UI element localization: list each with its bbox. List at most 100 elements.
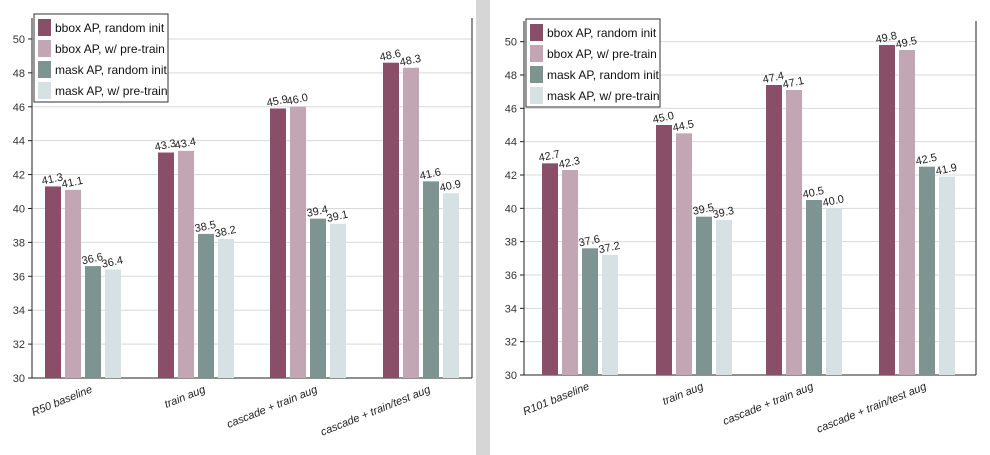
legend-swatch bbox=[38, 82, 51, 99]
legend-label: mask AP, w/ pre-train bbox=[547, 89, 660, 103]
y-tick-label: 38 bbox=[13, 237, 25, 249]
bar bbox=[542, 163, 558, 375]
legend-label: bbox AP, random init bbox=[547, 26, 657, 40]
bar-value-label: 36.4 bbox=[101, 254, 124, 270]
bar bbox=[786, 90, 802, 375]
bar-value-label: 48.6 bbox=[379, 48, 402, 64]
bar-value-label: 41.3 bbox=[41, 171, 64, 187]
bar bbox=[582, 248, 598, 375]
bar-value-label: 41.9 bbox=[935, 162, 958, 178]
y-tick-label: 50 bbox=[13, 34, 25, 46]
bar-value-label: 45.0 bbox=[652, 110, 675, 126]
legend-swatch bbox=[530, 24, 543, 41]
legend-swatch bbox=[530, 66, 543, 83]
bar-value-label: 36.6 bbox=[81, 251, 104, 267]
legend-box bbox=[33, 13, 169, 103]
bar bbox=[919, 166, 935, 375]
bar bbox=[879, 45, 895, 375]
bar-chart-r50: 30 32 34 36 38 40 42 44 46 48 50 41.341.1 36.636.4 R5… bbox=[13, 13, 473, 439]
panel-divider bbox=[476, 0, 490, 455]
bar-value-label: 40.5 bbox=[802, 185, 825, 201]
bar-value-label: 40.9 bbox=[439, 178, 462, 194]
legend: bbox AP, random init bbox AP, w/ pre-trai… bbox=[525, 18, 661, 108]
y-tick-label: 44 bbox=[505, 137, 517, 149]
bar-value-label: 48.3 bbox=[399, 53, 422, 69]
bar-value-label: 47.4 bbox=[762, 70, 785, 86]
bar-value-label: 49.5 bbox=[895, 35, 918, 51]
category-label: R101 baseline bbox=[521, 381, 591, 418]
y-tick-label: 34 bbox=[13, 305, 25, 317]
y-tick-label: 30 bbox=[505, 370, 517, 382]
category-label: cascade + train/test aug bbox=[815, 380, 929, 435]
bar bbox=[656, 125, 672, 375]
bar bbox=[178, 150, 194, 378]
y-tick-label: 42 bbox=[505, 170, 517, 182]
bar bbox=[423, 181, 439, 378]
y-tick-label: 42 bbox=[13, 170, 25, 182]
bar-chart-r101: 30 32 34 36 38 40 42 44 46 48 50 42.742.3 37.637.2 R1… bbox=[505, 18, 977, 436]
bar bbox=[602, 255, 618, 375]
bar bbox=[443, 193, 459, 378]
bar bbox=[826, 208, 842, 375]
y-tick-label: 40 bbox=[13, 203, 25, 215]
bar-value-label: 39.5 bbox=[692, 202, 715, 218]
legend-swatch bbox=[38, 19, 51, 36]
bar bbox=[85, 266, 101, 378]
bar-value-label: 47.1 bbox=[782, 75, 805, 91]
bar bbox=[158, 152, 174, 378]
bar-value-label: 38.2 bbox=[214, 224, 237, 240]
y-tick-label: 40 bbox=[505, 203, 517, 215]
bar-value-label: 43.3 bbox=[154, 138, 177, 154]
bar-value-label: 37.2 bbox=[598, 240, 621, 256]
bar bbox=[716, 220, 732, 375]
legend-label: mask AP, random init bbox=[547, 68, 659, 82]
bar-value-label: 44.5 bbox=[672, 118, 695, 134]
bar bbox=[939, 176, 955, 375]
bar-value-label: 42.7 bbox=[538, 148, 561, 164]
bar bbox=[676, 133, 692, 375]
bar bbox=[403, 67, 419, 379]
bar-value-label: 39.4 bbox=[306, 204, 329, 220]
bar-value-label: 41.1 bbox=[61, 175, 84, 191]
legend-label: bbox AP, random init bbox=[55, 21, 165, 35]
bar-value-label: 39.3 bbox=[712, 205, 735, 221]
bar bbox=[806, 200, 822, 375]
y-tick-label: 32 bbox=[13, 339, 25, 351]
y-tick-label: 34 bbox=[505, 303, 517, 315]
bar-value-label: 42.3 bbox=[558, 155, 581, 171]
bar bbox=[198, 233, 214, 378]
category-label: cascade + train aug bbox=[225, 383, 320, 431]
bar-value-label: 45.9 bbox=[266, 93, 289, 109]
y-tick-label: 46 bbox=[13, 102, 25, 114]
y-tick-label: 44 bbox=[13, 136, 25, 148]
bar-value-label: 41.6 bbox=[419, 166, 442, 182]
bar bbox=[45, 186, 61, 378]
legend-swatch bbox=[38, 61, 51, 78]
bar bbox=[105, 269, 121, 378]
bar-value-label: 37.6 bbox=[578, 233, 601, 249]
bar bbox=[270, 108, 286, 378]
bar bbox=[218, 238, 234, 378]
y-tick-label: 48 bbox=[13, 68, 25, 80]
legend-swatch bbox=[530, 87, 543, 104]
category-label: cascade + train/test aug bbox=[319, 383, 433, 438]
bar-value-label: 43.4 bbox=[174, 136, 197, 152]
bar-value-label: 39.1 bbox=[326, 209, 349, 225]
category-label: train aug bbox=[661, 380, 706, 407]
legend-label: bbox AP, w/ pre-train bbox=[55, 42, 165, 56]
bar bbox=[290, 106, 306, 378]
bar-value-label: 40.0 bbox=[822, 193, 845, 209]
bar-value-label: 38.5 bbox=[194, 219, 217, 235]
bar bbox=[562, 170, 578, 375]
legend-swatch bbox=[38, 40, 51, 57]
bar bbox=[899, 50, 915, 375]
legend: bbox AP, random init bbox AP, w/ pre-trai… bbox=[33, 13, 169, 103]
legend-label: mask AP, w/ pre-train bbox=[55, 84, 168, 98]
bar bbox=[310, 218, 326, 378]
category-label: R50 baseline bbox=[30, 384, 94, 419]
y-tick-label: 32 bbox=[505, 337, 517, 349]
legend-swatch bbox=[530, 45, 543, 62]
bar bbox=[383, 62, 399, 378]
y-tick-label: 36 bbox=[13, 271, 25, 283]
bar bbox=[65, 189, 81, 378]
